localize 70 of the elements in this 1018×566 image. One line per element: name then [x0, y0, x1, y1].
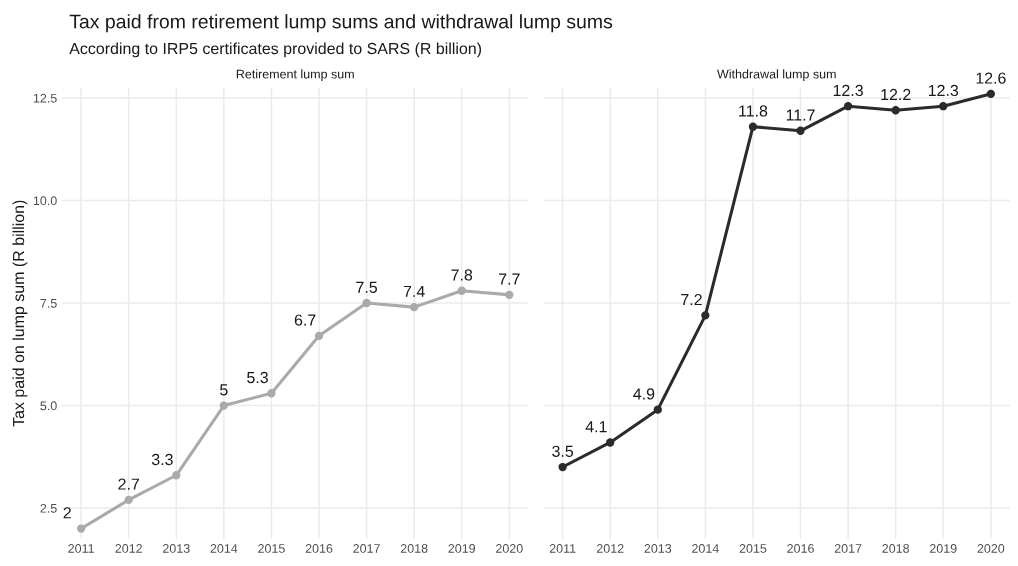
point	[701, 311, 710, 320]
point	[796, 126, 805, 135]
x-tick-label: 2014	[692, 544, 719, 553]
x-tick-label: 2020	[496, 544, 523, 553]
point	[843, 102, 853, 111]
series-label: Withdrawal lump sum	[717, 69, 836, 81]
point	[267, 389, 276, 398]
x-tick-label: 2012	[596, 544, 624, 553]
x-tick-label: 2017	[834, 544, 862, 553]
y-tick-label: 5.0	[40, 401, 57, 411]
y-tick-label: 2.5	[40, 503, 57, 513]
x-tick-label: 2011	[549, 544, 576, 553]
x-tick-label: 2014	[210, 544, 238, 553]
data-label: 3.5	[552, 445, 574, 457]
data-label: 12.6	[976, 72, 1006, 84]
x-tick-label: 2011	[68, 544, 94, 553]
x-tick-label: 2019	[448, 544, 476, 553]
point	[505, 290, 514, 299]
point	[172, 471, 181, 480]
chart-subtitle: According to IRP5 certificates provided to SARS (R billion)	[69, 42, 482, 58]
x-tick-label: 2016	[787, 544, 814, 553]
point	[891, 106, 900, 115]
x-tick-label: 2013	[163, 544, 190, 553]
chart-title: Tax paid from retirement lump sums and withdrawal lump sums	[69, 14, 613, 33]
data-label: 12.3	[928, 84, 959, 97]
data-label: 12.2	[881, 88, 911, 101]
data-label: 4.9	[633, 388, 655, 400]
point	[314, 331, 324, 341]
data-label: 11.7	[786, 109, 815, 121]
data-label: 7.5	[356, 281, 378, 293]
data-label: 11.8	[739, 105, 768, 117]
data-label: 7.2	[681, 293, 702, 306]
data-label: 7.7	[499, 273, 520, 285]
data-label: 7.4	[403, 285, 425, 297]
data-label: 5	[220, 384, 228, 396]
x-tick-label: 2015	[739, 544, 767, 553]
data-label: 4.1	[585, 421, 607, 433]
y-tick-label: 12.5	[33, 93, 57, 103]
point	[76, 524, 86, 533]
data-label: 5.3	[247, 371, 268, 384]
x-tick-label: 2017	[353, 544, 380, 553]
point	[748, 122, 758, 131]
data-label: 6.7	[294, 314, 316, 326]
data-label: 7.8	[451, 269, 473, 281]
x-tick-label: 2015	[258, 544, 285, 553]
data-label: 2.7	[118, 478, 140, 490]
x-tick-label: 2018	[400, 544, 428, 553]
data-label: 12.3	[833, 84, 863, 97]
y-tick-label: 10.0	[33, 196, 57, 206]
point	[219, 401, 229, 410]
data-label: 2	[63, 507, 71, 519]
y-axis-title: Tax paid on lump sum (R billion)	[12, 200, 28, 427]
point	[653, 405, 662, 414]
x-tick-label: 2020	[977, 544, 1005, 553]
point	[457, 286, 466, 295]
text: Retirement lump sum	[236, 69, 354, 81]
x-tick-label: 2018	[882, 544, 910, 553]
x-tick-label: 2013	[644, 544, 672, 553]
point	[986, 89, 995, 99]
x-tick-label: 2019	[929, 544, 957, 553]
point	[409, 302, 419, 312]
point	[606, 438, 615, 447]
point	[939, 102, 948, 111]
point	[558, 462, 567, 472]
x-tick-label: 2016	[305, 544, 333, 553]
point	[362, 298, 371, 308]
y-tick-label: 7.5	[40, 298, 57, 308]
point	[124, 495, 133, 505]
data-label: 3.3	[151, 453, 173, 466]
x-tick-label: 2012	[115, 544, 142, 553]
